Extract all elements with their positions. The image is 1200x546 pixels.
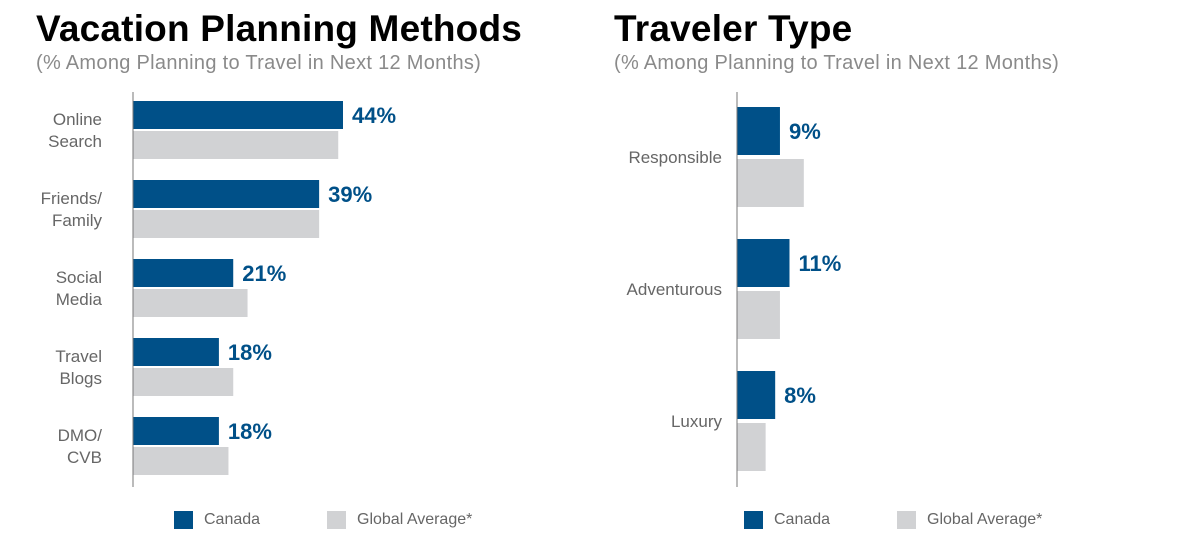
bar-global-average-friends-family bbox=[133, 210, 320, 238]
bar-canada-social-media bbox=[133, 259, 234, 287]
legend-swatch-global-average bbox=[327, 511, 346, 529]
bar-global-average-social-media bbox=[133, 289, 248, 317]
category-label-online-search: Online Search bbox=[48, 110, 102, 151]
value-label-dmo-cvb: 18% bbox=[228, 419, 272, 444]
legend-label: Canada bbox=[774, 511, 831, 528]
legend-swatch-canada bbox=[744, 511, 763, 529]
bar-global-average-adventurous bbox=[737, 291, 780, 339]
bar-canada-dmo-cvb bbox=[133, 417, 219, 445]
legend-swatch-global-average bbox=[897, 511, 916, 529]
bar-global-average-travel-blogs bbox=[133, 368, 234, 396]
category-label-social-media: Social Media bbox=[56, 268, 103, 309]
bar-global-average-dmo-cvb bbox=[133, 447, 229, 475]
bar-global-average-responsible bbox=[737, 159, 804, 207]
category-label-luxury: Luxury bbox=[671, 412, 723, 431]
vacation-planning-chart: 44% Online Search 39% Friends/Family 21% Socia… bbox=[41, 92, 396, 487]
category-label-travel-blogs: Travel Blogs bbox=[55, 347, 102, 388]
bar-canada-travel-blogs bbox=[133, 338, 219, 366]
value-label-responsible: 9% bbox=[789, 119, 821, 144]
chart-title: Traveler Type bbox=[614, 8, 853, 49]
value-label-online-search: 44% bbox=[352, 103, 396, 128]
bar-canada-responsible bbox=[737, 107, 780, 155]
value-label-travel-blogs: 18% bbox=[228, 340, 272, 365]
legend-label: Global Average* bbox=[357, 511, 473, 528]
value-label-adventurous: 11% bbox=[799, 251, 842, 276]
traveler-type-panel: Traveler Type (% Among Planning to Trave… bbox=[580, 0, 1200, 546]
chart-subtitle: (% Among Planning to Travel in Next 12 M… bbox=[614, 52, 1060, 74]
vacation-planning-panel: Vacation Planning Methods (% Among Plann… bbox=[0, 0, 580, 546]
value-label-luxury: 8% bbox=[784, 383, 816, 408]
bar-canada-luxury bbox=[737, 371, 776, 419]
chart-title: Vacation Planning Methods bbox=[36, 8, 523, 49]
chart-subtitle: (% Among Planning to Travel in Next 12 M… bbox=[36, 52, 482, 74]
category-label-friends-family: Friends/Family bbox=[41, 189, 103, 230]
legend-item-canada: Canada bbox=[174, 511, 260, 529]
legend-item-global-average: Global Average* bbox=[327, 511, 472, 529]
value-label-social-media: 21% bbox=[242, 261, 286, 286]
bar-canada-online-search bbox=[133, 101, 343, 129]
value-label-friends-family: 39% bbox=[328, 182, 372, 207]
bar-canada-friends-family bbox=[133, 180, 320, 208]
legend-label: Global Average* bbox=[927, 511, 1043, 528]
category-label-responsible: Responsible bbox=[628, 148, 722, 167]
bar-canada-adventurous bbox=[737, 239, 790, 287]
legend-item-canada: Canada bbox=[744, 511, 830, 529]
legend-item-global-average: Global Average* bbox=[897, 511, 1042, 529]
category-label-adventurous: Adventurous bbox=[627, 280, 722, 299]
traveler-type-chart: 9% Responsible 11% Adventurous 8% Luxury bbox=[627, 92, 842, 487]
legend-label: Canada bbox=[204, 511, 261, 528]
legend-swatch-canada bbox=[174, 511, 193, 529]
category-label-dmo-cvb: DMO/CVB bbox=[58, 426, 103, 467]
bar-global-average-online-search bbox=[133, 131, 339, 159]
bar-global-average-luxury bbox=[737, 423, 766, 471]
